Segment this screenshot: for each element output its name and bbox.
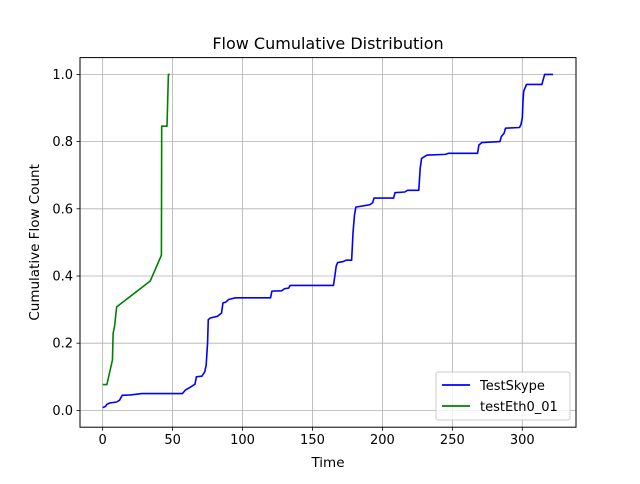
y-axis-label: Cumulative Flow Count	[27, 164, 43, 321]
series-lines	[102, 73, 554, 409]
y-tick-label: 0.2	[52, 337, 73, 352]
axis-ticks: 0 50 100 150 200 250 300 0.0 0.2 0.4 0.6 0.8 1.0	[52, 68, 534, 448]
x-axis-label: Time	[310, 455, 344, 471]
y-tick-label: 1.0	[52, 68, 73, 83]
legend-box	[435, 371, 571, 421]
series-line-testskype	[102, 73, 554, 409]
series-line-testeth0-01	[102, 73, 170, 386]
legend: TestSkype testEth0_01	[435, 371, 571, 421]
x-tick-label: 250	[440, 433, 465, 448]
legend-label-testeth0-01: testEth0_01	[480, 400, 558, 415]
y-tick-label: 0.4	[52, 270, 73, 285]
plot-frame	[79, 57, 577, 428]
y-tick-label: 0.0	[52, 404, 73, 419]
x-tick-label: 300	[510, 433, 535, 448]
x-tick-label: 0	[99, 433, 107, 448]
x-tick-label: 200	[370, 433, 395, 448]
y-tick-label: 0.6	[52, 202, 73, 217]
legend-label-testskype: TestSkype	[479, 379, 545, 394]
y-tick-label: 0.8	[52, 135, 73, 150]
x-tick-label: 100	[230, 433, 255, 448]
x-tick-label: 150	[300, 433, 325, 448]
grid	[80, 57, 576, 428]
x-tick-label: 50	[164, 433, 181, 448]
chart-title: Flow Cumulative Distribution	[212, 34, 443, 53]
